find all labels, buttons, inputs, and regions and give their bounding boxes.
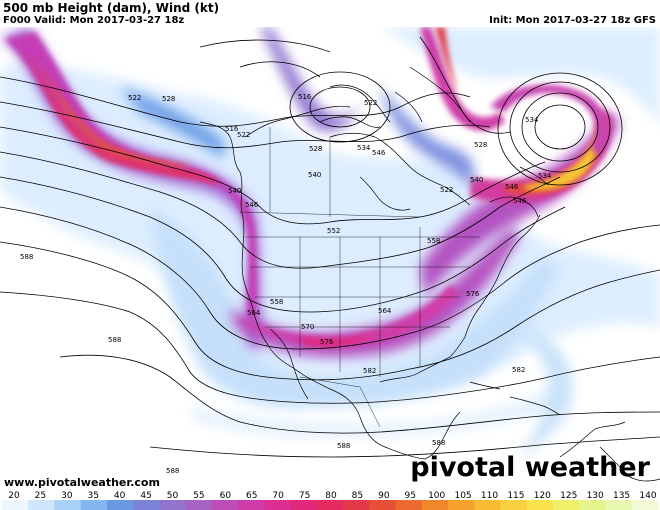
height-label: 564: [247, 309, 261, 317]
colorbar-swatch: [369, 500, 397, 510]
colorbar-swatch: [579, 500, 607, 510]
height-label: 522: [364, 99, 377, 107]
colorbar-tick-label: 65: [246, 491, 258, 501]
height-label: 522: [440, 186, 453, 194]
colorbar-tick-label: 85: [351, 491, 364, 501]
colorbar-tick-label: 110: [480, 491, 499, 501]
colorbar-swatch: [500, 500, 528, 510]
website-url: www.pivotalweather.com: [4, 476, 160, 489]
colorbar-tick-label: 100: [428, 491, 446, 501]
height-label: 540: [470, 176, 483, 184]
height-label: 582: [512, 366, 525, 374]
colorbar-tick-label: 30: [61, 491, 73, 501]
height-label: 540: [228, 187, 241, 195]
colorbar-tick-label: 130: [586, 491, 604, 501]
init-time: Init: Mon 2017-03-27 18z GFS: [489, 15, 656, 26]
height-label: 558: [270, 298, 283, 306]
colorbar-swatch: [133, 500, 160, 510]
colorbar-swatch: [238, 500, 265, 510]
wind-shading: [0, 27, 660, 457]
colorbar-swatch: [185, 500, 213, 510]
colorbar-tick-label: 35: [87, 491, 99, 501]
colorbar-swatch: [553, 500, 580, 510]
height-label: 570: [301, 323, 314, 331]
colorbar-swatch: [605, 500, 633, 510]
height-label: 528: [474, 141, 487, 149]
height-label: 558: [427, 237, 440, 245]
colorbar-tick-label: 55: [193, 491, 205, 501]
colorbar-tick-label: 25: [34, 491, 47, 501]
colorbar-swatch: [54, 500, 82, 510]
height-label: 516: [298, 93, 312, 101]
colorbar-tick-label: 75: [298, 491, 311, 501]
height-label: 552: [327, 227, 340, 235]
height-label: 546: [245, 201, 259, 209]
colorbar-tick-label: 50: [166, 491, 179, 501]
map-title: 500 mb Height (dam), Wind (kt): [3, 1, 220, 15]
height-label: 546: [372, 149, 386, 157]
height-label: 588: [432, 439, 445, 447]
colorbar-tick-label: 135: [612, 491, 631, 501]
height-label: 588: [337, 442, 350, 450]
height-contours: [0, 36, 660, 458]
colorbar-tick-label: 70: [272, 491, 284, 501]
brand-logo: pivotal weather: [410, 452, 650, 483]
colorbar-swatch: [211, 500, 239, 510]
colorbar-swatch: [264, 500, 292, 510]
height-label: 588: [108, 336, 121, 344]
colorbar-swatch: [631, 500, 659, 510]
height-label: 534: [538, 172, 552, 180]
colorbar-tick-label: 20: [8, 491, 20, 501]
colorbar-tick-label: 60: [219, 491, 232, 501]
height-label: 516: [225, 125, 239, 133]
height-label: 534: [357, 144, 371, 152]
colorbar-tick-label: 40: [113, 491, 126, 501]
colorbar-swatch: [474, 500, 502, 510]
colorbar-swatch: [28, 500, 55, 510]
colorbar: [2, 500, 659, 510]
coastlines: [199, 66, 660, 482]
height-label: 528: [309, 145, 322, 153]
colorbar-tick-label: 125: [560, 491, 578, 501]
colorbar-tick-label: 95: [404, 491, 416, 501]
weather-map: 522 528 516 522 540 546 552 558 564 570 …: [0, 27, 660, 482]
height-label: 588: [166, 467, 179, 475]
colorbar-swatch: [80, 500, 108, 510]
colorbar-tick-label: 120: [533, 491, 551, 501]
colorbar-tick-label: 140: [639, 491, 657, 501]
colorbar-swatch: [316, 500, 344, 510]
height-label: 522: [237, 131, 250, 139]
colorbar-swatch: [2, 500, 29, 510]
colorbar-swatch: [343, 500, 370, 510]
height-label: 576: [466, 290, 480, 298]
colorbar-swatch: [448, 500, 475, 510]
height-label: 528: [162, 95, 175, 103]
valid-time: F000 Valid: Mon 2017-03-27 18z: [3, 15, 185, 26]
height-label: 540: [308, 171, 321, 179]
height-labels: 522 528 516 522 540 546 552 558 564 570 …: [20, 93, 552, 475]
height-label: 576: [320, 338, 334, 346]
colorbar-swatch: [421, 500, 449, 510]
height-label: 534: [525, 116, 539, 124]
header: 500 mb Height (dam), Wind (kt) F000 Vali…: [0, 0, 660, 27]
colorbar-swatch: [106, 500, 134, 510]
colorbar-tick-label: 105: [454, 491, 472, 501]
height-label: 582: [363, 367, 376, 375]
colorbar-tick-label: 115: [507, 491, 525, 501]
height-label: 522: [128, 94, 141, 102]
state-borders: [239, 127, 480, 428]
colorbar-swatch: [290, 500, 318, 510]
height-label: 588: [20, 253, 33, 261]
colorbar-tick-label: 45: [140, 491, 152, 501]
colorbar-swatch: [159, 500, 187, 510]
colorbar-tick-label: 90: [378, 491, 390, 501]
height-label: 546: [505, 183, 519, 191]
colorbar-swatch: [395, 500, 423, 510]
colorbar-tick-label: 80: [325, 491, 337, 501]
height-label: 546: [513, 197, 527, 205]
height-label: 564: [378, 307, 392, 315]
colorbar-swatch: [526, 500, 554, 510]
